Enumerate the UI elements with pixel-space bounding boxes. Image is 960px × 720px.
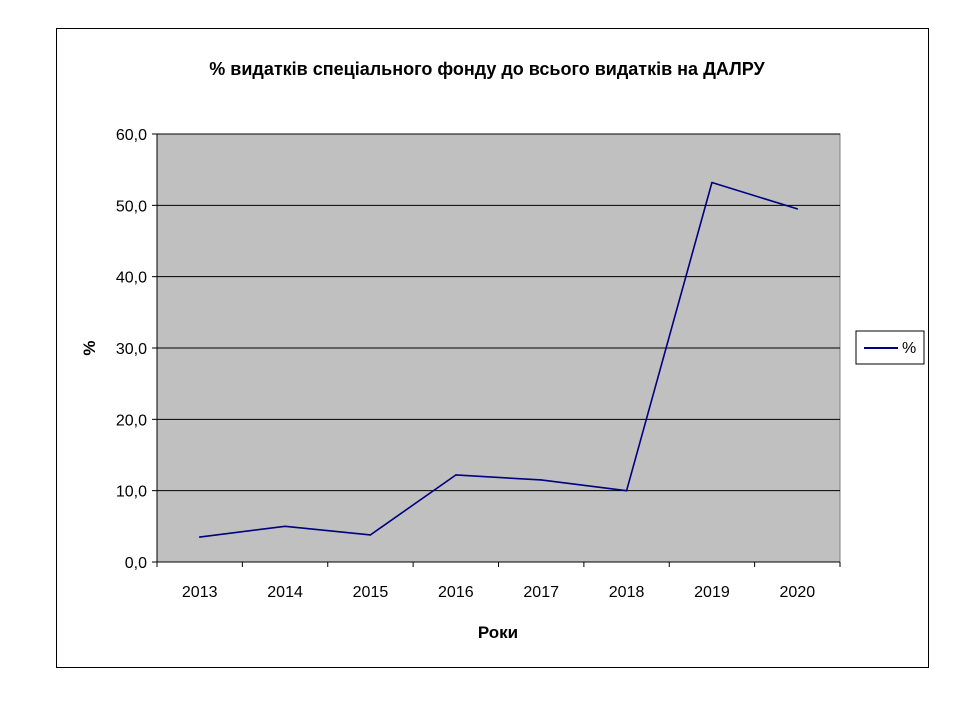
y-tick-label: 30,0 xyxy=(116,341,147,358)
data-point xyxy=(198,536,201,538)
y-tick-label: 10,0 xyxy=(116,484,147,501)
x-tick-label: 2019 xyxy=(694,584,730,601)
data-point xyxy=(625,489,628,492)
x-tick-labels: 2013 2014 2015 2016 2017 2018 2019 2020 xyxy=(182,584,815,601)
x-tick-label: 2013 xyxy=(182,584,218,601)
x-tick-label: 2014 xyxy=(267,584,303,601)
chart-title: % видатків спеціального фонду до всього … xyxy=(209,59,765,79)
legend: % xyxy=(855,330,925,365)
x-tick-label: 2016 xyxy=(438,584,474,601)
data-point xyxy=(540,479,542,481)
series-lines xyxy=(198,181,799,538)
y-tick-label: 40,0 xyxy=(116,270,147,287)
data-point xyxy=(369,534,372,536)
x-axis-title: Роки xyxy=(478,623,518,642)
y-tick-label: 60,0 xyxy=(116,127,147,144)
data-point xyxy=(455,474,457,476)
x-tick-label: 2015 xyxy=(353,584,389,601)
y-axis-title: % xyxy=(80,340,99,355)
x-tick-label: 2018 xyxy=(609,584,645,601)
x-tick-label: 2017 xyxy=(523,584,559,601)
y-tick-label: 20,0 xyxy=(116,412,147,429)
data-point xyxy=(711,181,713,184)
data-point xyxy=(284,525,286,528)
y-tick-labels: 0,0 10,0 20,0 30,0 40,0 50,0 60,0 xyxy=(116,127,147,572)
data-point xyxy=(796,208,799,210)
series-line xyxy=(199,181,798,538)
x-tick-label: 2020 xyxy=(780,584,816,601)
gridlines xyxy=(157,133,840,492)
y-tick-label: 0,0 xyxy=(125,555,147,572)
legend-label: % xyxy=(902,340,916,357)
y-tick-label: 50,0 xyxy=(116,198,147,215)
axes xyxy=(152,133,841,567)
